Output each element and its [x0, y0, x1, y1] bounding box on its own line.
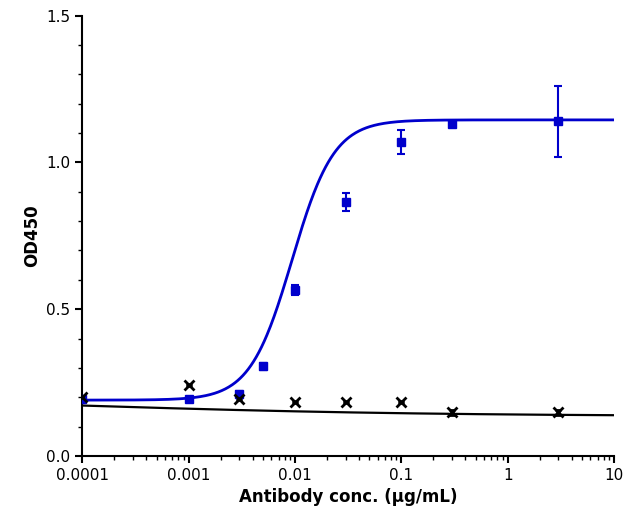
Y-axis label: OD450: OD450: [23, 204, 41, 267]
X-axis label: Antibody conc. (μg/mL): Antibody conc. (μg/mL): [239, 488, 458, 506]
